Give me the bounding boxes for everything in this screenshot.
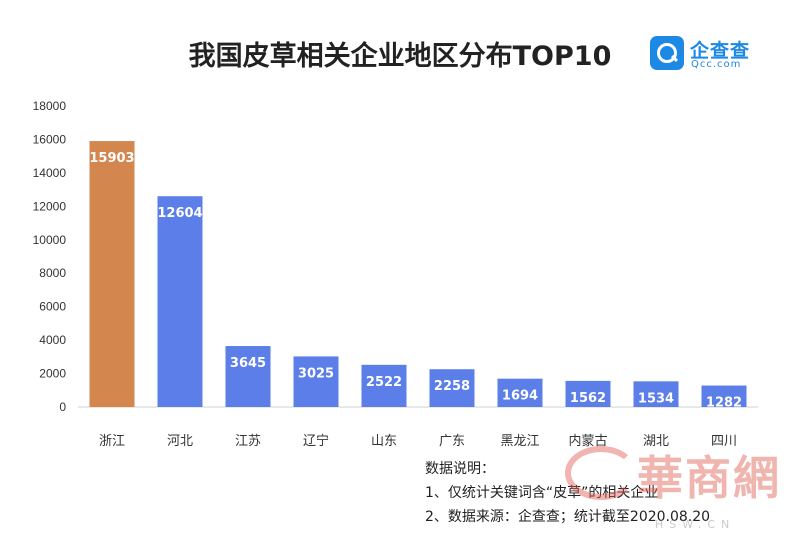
y-tick-label: 6000 bbox=[39, 300, 66, 314]
watermark-swirl-icon bbox=[565, 446, 637, 500]
x-tick-label: 江苏 bbox=[235, 433, 261, 449]
y-tick-label: 2000 bbox=[39, 367, 66, 381]
bar-value-label: 15903 bbox=[89, 151, 134, 166]
bar bbox=[293, 356, 339, 407]
notes-heading: 数据说明： bbox=[425, 461, 495, 477]
bar-value-label: 2258 bbox=[434, 379, 470, 394]
bar-value-label: 1694 bbox=[502, 389, 538, 404]
y-tick-label: 8000 bbox=[39, 266, 66, 280]
bar-value-label: 2522 bbox=[366, 375, 402, 390]
logo-url: Qcc.com bbox=[691, 59, 742, 70]
bar bbox=[89, 141, 135, 407]
bar bbox=[497, 378, 543, 407]
x-tick-label: 广东 bbox=[439, 434, 465, 449]
chart-title: 我国皮草相关企业地区分布TOP10 bbox=[188, 41, 612, 72]
qcc-logo: 企查查 Qcc.com bbox=[650, 36, 760, 72]
x-tick-label: 浙江 bbox=[99, 434, 125, 449]
y-tick-label: 10000 bbox=[33, 233, 67, 247]
y-tick-label: 12000 bbox=[33, 199, 67, 213]
bar-value-label: 1534 bbox=[638, 391, 674, 406]
y-tick-label: 4000 bbox=[39, 333, 66, 347]
y-tick-label: 18000 bbox=[33, 99, 67, 113]
notes-line-2: 2、数据来源：企查查；统计截至2020.08.20 bbox=[425, 509, 711, 525]
bar-value-label: 3645 bbox=[230, 356, 266, 371]
x-tick-label: 河北 bbox=[167, 434, 193, 449]
bar bbox=[633, 381, 679, 407]
x-tick-label: 内蒙古 bbox=[568, 433, 607, 449]
watermark: 華商網 HSW.CN bbox=[565, 438, 795, 538]
x-tick-label: 湖北 bbox=[643, 434, 669, 449]
x-tick-label: 四川 bbox=[711, 434, 737, 449]
bar bbox=[225, 346, 271, 407]
bar-value-label: 1562 bbox=[570, 391, 606, 406]
x-tick-label: 黑龙江 bbox=[500, 434, 539, 449]
x-tick-label: 山东 bbox=[371, 434, 397, 449]
x-tick-label: 辽宁 bbox=[303, 433, 329, 449]
y-tick-label: 16000 bbox=[33, 132, 67, 146]
bar bbox=[701, 385, 747, 407]
bar bbox=[429, 369, 475, 407]
y-tick-label: 0 bbox=[59, 400, 66, 414]
bar-value-label: 1282 bbox=[706, 396, 742, 411]
bar-value-label: 12604 bbox=[157, 206, 202, 221]
y-tick-label: 14000 bbox=[33, 166, 67, 180]
watermark-brand: 華商網 bbox=[637, 451, 781, 505]
magnifier-icon bbox=[650, 36, 684, 70]
bar bbox=[361, 364, 407, 407]
logo-name: 企查查 bbox=[690, 40, 751, 62]
bar-value-label: 3025 bbox=[298, 366, 334, 381]
bar bbox=[157, 196, 203, 407]
bar bbox=[565, 380, 611, 407]
watermark-url: HSW.CN bbox=[655, 518, 736, 531]
